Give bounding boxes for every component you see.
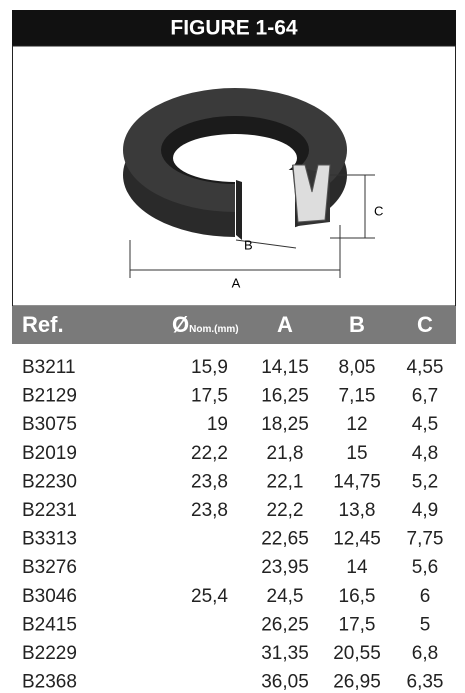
value-cell: 8,05 — [339, 357, 376, 378]
value-cell: 31,35 — [261, 643, 309, 664]
value-cell: 6 — [420, 586, 431, 607]
value-cell: 12,45 — [333, 529, 381, 550]
value-cell: 17,5 — [339, 614, 376, 635]
value-cell: 7,15 — [339, 386, 376, 407]
value-cell: 6,35 — [407, 672, 444, 693]
ref-cell: B2019 — [22, 443, 77, 464]
table-header — [12, 306, 456, 344]
value-cell: 5,6 — [412, 557, 438, 578]
value-cell: 22,65 — [261, 529, 309, 550]
seal-illustration — [123, 88, 347, 260]
column-header: ØNom.(mm) — [172, 312, 239, 337]
value-cell: 13,8 — [339, 500, 376, 521]
title: FIGURE 1-64 — [170, 17, 298, 40]
ref-cell: B3075 — [22, 414, 77, 435]
ref-cell: B2230 — [22, 471, 77, 492]
ref-cell: B2229 — [22, 643, 77, 664]
value-cell: 4,55 — [407, 357, 444, 378]
value-cell: 18,25 — [261, 414, 309, 435]
value-cell: 15,9 — [191, 357, 228, 378]
value-cell: 23,8 — [191, 471, 228, 492]
value-cell: 20,55 — [333, 643, 381, 664]
column-header: C — [417, 312, 433, 337]
value-cell: 5 — [420, 614, 431, 635]
value-cell: 6,7 — [412, 386, 438, 407]
value-cell: 17,5 — [191, 386, 228, 407]
value-cell: 6,8 — [412, 643, 438, 664]
value-cell: 25,4 — [191, 586, 228, 607]
column-header-subscript: Nom.(mm) — [189, 324, 238, 335]
value-cell: 14,75 — [333, 471, 381, 492]
column-header-symbol: Ø — [172, 312, 189, 337]
ref-cell: B2129 — [22, 386, 77, 407]
value-cell: 4,5 — [412, 414, 438, 435]
value-cell: 26,25 — [261, 614, 309, 635]
dim-label-c: C — [374, 203, 383, 218]
value-cell: 7,75 — [407, 529, 444, 550]
ref-cell: B3211 — [22, 357, 76, 378]
value-cell: 26,95 — [333, 672, 381, 693]
value-cell: 22,2 — [267, 500, 304, 521]
value-cell: 23,95 — [261, 557, 309, 578]
value-cell: 14 — [346, 557, 368, 578]
value-cell: 4,8 — [412, 443, 438, 464]
value-cell: 24,5 — [267, 586, 304, 607]
column-header: Ref. — [22, 312, 64, 337]
value-cell: 19 — [207, 414, 228, 435]
value-cell: 16,5 — [339, 586, 376, 607]
value-cell: 14,15 — [261, 357, 309, 378]
title-bar — [12, 10, 456, 46]
ref-cell: B3046 — [22, 586, 77, 607]
value-cell: 22,2 — [191, 443, 228, 464]
ref-cell: B2415 — [22, 614, 77, 635]
value-cell: 23,8 — [191, 500, 228, 521]
column-header: A — [277, 312, 293, 337]
ref-cell: B3313 — [22, 529, 77, 550]
dim-label-a: A — [232, 275, 241, 290]
value-cell: 4,9 — [412, 500, 438, 521]
value-cell: 12 — [346, 414, 367, 435]
dim-label-b: B — [244, 237, 253, 252]
value-cell: 15 — [346, 443, 367, 464]
ref-cell: B2368 — [22, 672, 77, 693]
column-header: B — [349, 312, 365, 337]
value-cell: 21,8 — [267, 443, 304, 464]
value-cell: 5,2 — [412, 471, 438, 492]
dimension-lines — [129, 174, 375, 278]
value-cell: 36,05 — [261, 672, 309, 693]
ref-cell: B2231 — [22, 500, 77, 521]
value-cell: 22,1 — [267, 471, 304, 492]
value-cell: 16,25 — [261, 386, 309, 407]
ref-cell: B3276 — [22, 557, 77, 578]
